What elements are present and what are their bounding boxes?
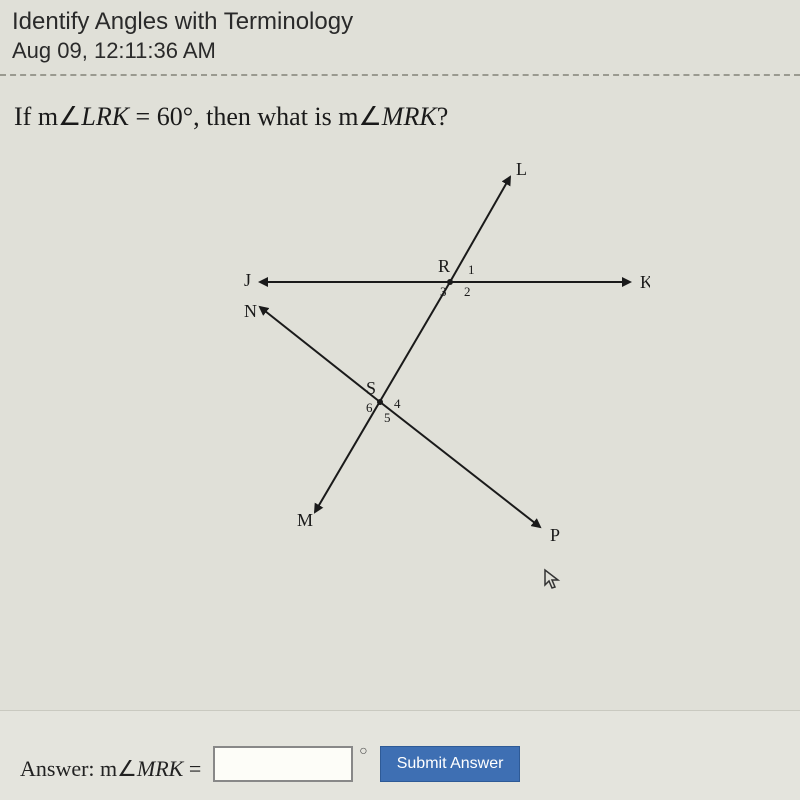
svg-text:S: S bbox=[366, 378, 376, 398]
cursor-icon bbox=[542, 568, 562, 595]
ans-angle: MRK bbox=[137, 756, 183, 781]
problem-timestamp: Aug 09, 12:11:36 AM bbox=[12, 38, 788, 64]
angle-symbol: ∠ bbox=[358, 102, 381, 131]
problem-header: Identify Angles with Terminology Aug 09,… bbox=[0, 0, 800, 76]
diagram-container: K J L M N P R S 1 2 3 456 bbox=[0, 162, 800, 542]
svg-text:N: N bbox=[244, 301, 257, 321]
q-prefix: If m bbox=[14, 102, 58, 131]
angle-symbol: ∠ bbox=[117, 756, 137, 781]
answer-label: Answer: m∠MRK = bbox=[20, 756, 201, 782]
problem-title: Identify Angles with Terminology bbox=[12, 8, 788, 36]
svg-text:3: 3 bbox=[440, 284, 447, 299]
geometry-diagram: K J L M N P R S 1 2 3 456 bbox=[150, 162, 650, 542]
svg-text:M: M bbox=[297, 510, 313, 530]
ans-eq: = bbox=[183, 756, 201, 781]
svg-text:R: R bbox=[438, 256, 450, 276]
q-angle1: LRK bbox=[81, 102, 129, 131]
svg-text:5: 5 bbox=[384, 410, 391, 425]
q-eq: = 60°, then what is m bbox=[129, 102, 358, 131]
ans-prefix: Answer: m bbox=[20, 756, 117, 781]
answer-bar: Answer: m∠MRK = ○ Submit Answer bbox=[0, 710, 800, 800]
svg-text:P: P bbox=[550, 525, 560, 542]
angle-symbol: ∠ bbox=[58, 102, 81, 131]
svg-text:L: L bbox=[516, 162, 527, 179]
question-text: If m∠LRK = 60°, then what is m∠MRK? bbox=[0, 76, 800, 142]
svg-text:2: 2 bbox=[464, 284, 471, 299]
svg-text:J: J bbox=[244, 270, 251, 290]
q-angle2: MRK bbox=[382, 102, 437, 131]
submit-button[interactable]: Submit Answer bbox=[380, 746, 521, 782]
svg-text:4: 4 bbox=[394, 396, 401, 411]
svg-text:K: K bbox=[640, 272, 650, 292]
answer-input[interactable] bbox=[213, 746, 353, 782]
svg-text:1: 1 bbox=[468, 262, 475, 277]
q-suffix: ? bbox=[437, 102, 449, 131]
degree-symbol: ○ bbox=[359, 744, 367, 760]
svg-text:6: 6 bbox=[366, 400, 373, 415]
